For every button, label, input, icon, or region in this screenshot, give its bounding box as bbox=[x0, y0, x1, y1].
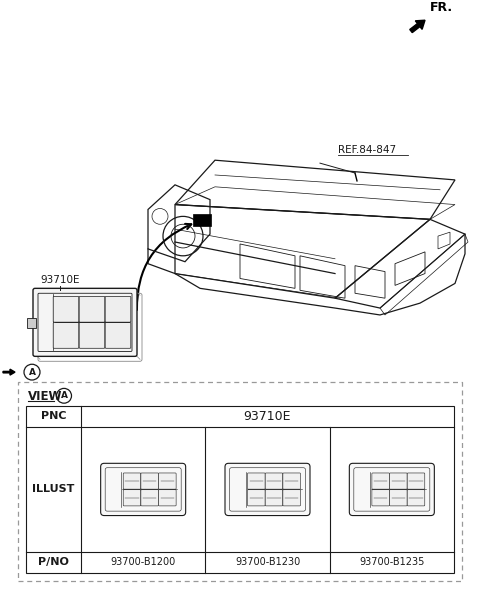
FancyBboxPatch shape bbox=[372, 473, 389, 489]
FancyBboxPatch shape bbox=[265, 473, 283, 489]
FancyBboxPatch shape bbox=[53, 323, 79, 348]
FancyBboxPatch shape bbox=[141, 473, 158, 489]
FancyBboxPatch shape bbox=[141, 489, 158, 506]
Text: A: A bbox=[60, 391, 68, 401]
FancyBboxPatch shape bbox=[79, 296, 105, 322]
FancyBboxPatch shape bbox=[79, 323, 105, 348]
FancyBboxPatch shape bbox=[248, 473, 265, 489]
Text: FR.: FR. bbox=[430, 1, 453, 14]
FancyBboxPatch shape bbox=[248, 489, 265, 506]
FancyBboxPatch shape bbox=[53, 296, 79, 322]
FancyBboxPatch shape bbox=[372, 489, 389, 506]
FancyBboxPatch shape bbox=[390, 473, 407, 489]
FancyBboxPatch shape bbox=[123, 489, 141, 506]
FancyBboxPatch shape bbox=[390, 489, 407, 506]
Text: 93710E: 93710E bbox=[244, 410, 291, 423]
FancyArrow shape bbox=[410, 20, 425, 32]
FancyBboxPatch shape bbox=[283, 489, 300, 506]
Text: 93700-B1230: 93700-B1230 bbox=[235, 557, 300, 567]
FancyBboxPatch shape bbox=[33, 289, 137, 356]
FancyBboxPatch shape bbox=[407, 489, 425, 506]
FancyBboxPatch shape bbox=[407, 473, 425, 489]
Text: 93700-B1235: 93700-B1235 bbox=[359, 557, 424, 567]
Text: ILLUST: ILLUST bbox=[32, 484, 75, 494]
FancyBboxPatch shape bbox=[105, 323, 131, 348]
FancyBboxPatch shape bbox=[158, 473, 176, 489]
FancyBboxPatch shape bbox=[225, 464, 310, 515]
Text: 93700-B1200: 93700-B1200 bbox=[110, 557, 176, 567]
FancyBboxPatch shape bbox=[283, 473, 300, 489]
Text: VIEW: VIEW bbox=[28, 390, 62, 403]
FancyBboxPatch shape bbox=[193, 214, 211, 226]
FancyBboxPatch shape bbox=[123, 473, 141, 489]
Bar bbox=[18, 382, 462, 581]
Bar bbox=[26, 406, 454, 573]
Text: PNC: PNC bbox=[41, 412, 66, 422]
FancyBboxPatch shape bbox=[158, 489, 176, 506]
FancyBboxPatch shape bbox=[27, 318, 36, 327]
FancyBboxPatch shape bbox=[349, 464, 434, 515]
FancyBboxPatch shape bbox=[105, 296, 131, 322]
Text: A: A bbox=[28, 368, 36, 376]
FancyBboxPatch shape bbox=[265, 489, 283, 506]
Text: 93710E: 93710E bbox=[40, 276, 80, 286]
FancyBboxPatch shape bbox=[101, 464, 186, 515]
FancyArrow shape bbox=[3, 369, 15, 375]
Text: REF.84-847: REF.84-847 bbox=[338, 145, 396, 155]
Text: P/NO: P/NO bbox=[38, 557, 69, 567]
